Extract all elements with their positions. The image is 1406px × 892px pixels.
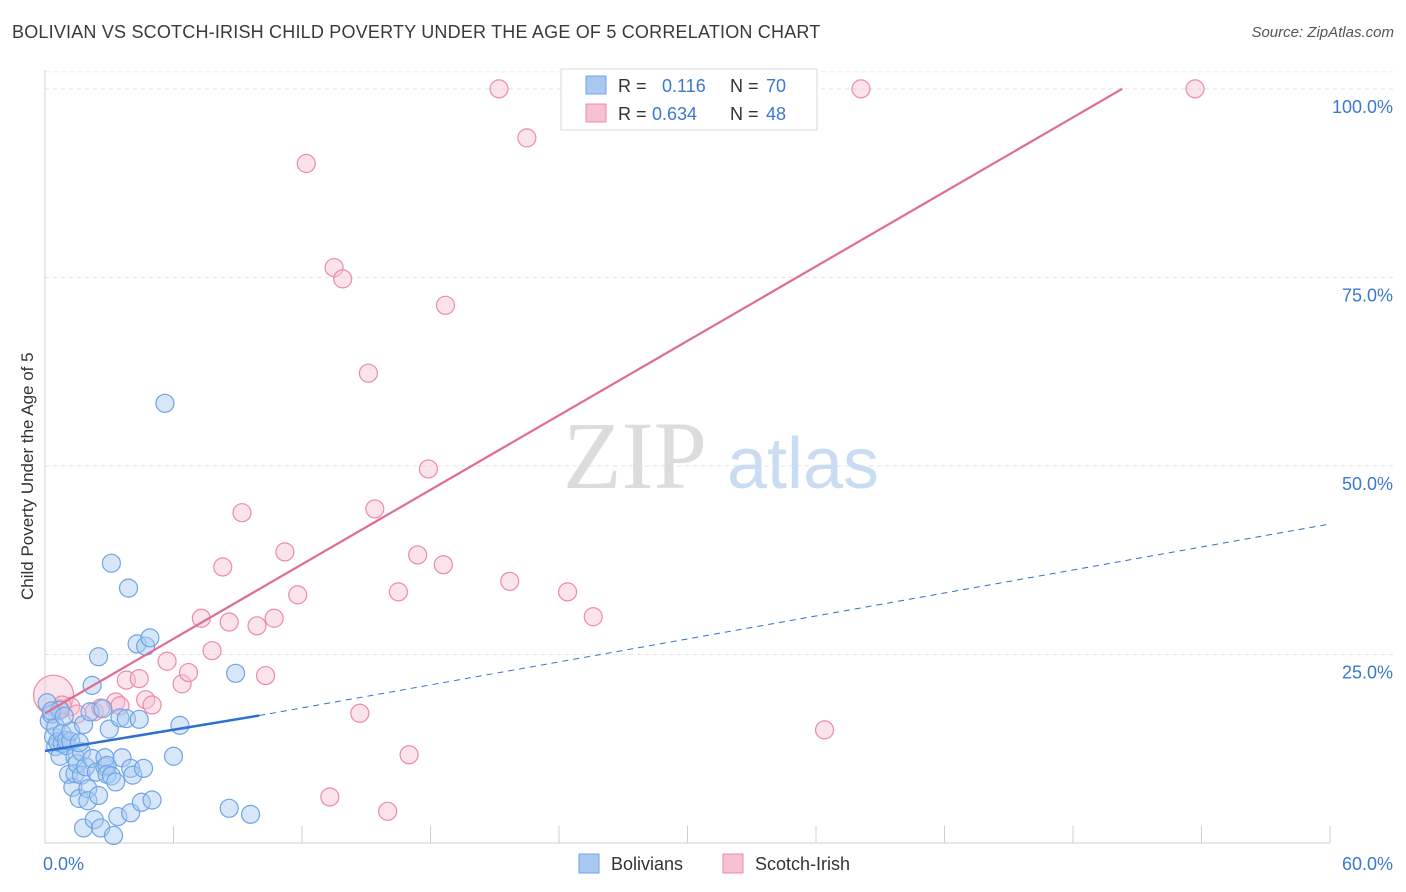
bolivian-point xyxy=(95,748,115,768)
scotch-irish-point xyxy=(213,557,233,577)
bottom-legend-label-scotch-irish: Scotch-Irish xyxy=(755,854,850,874)
watermark: ZIP atlas xyxy=(563,402,879,509)
scotch-irish-point xyxy=(435,295,456,315)
scotch-irish-point xyxy=(517,128,537,148)
bottom-legend-swatch-scotch-irish xyxy=(722,853,744,874)
bolivian-point xyxy=(88,785,109,806)
scotch-irish-point xyxy=(350,703,370,723)
scotch-irish-point xyxy=(388,582,408,602)
bolivian-point xyxy=(118,578,139,598)
bolivian-trend-line xyxy=(44,714,260,753)
bolivian-point xyxy=(140,628,160,648)
bolivian-point xyxy=(123,765,143,785)
bolivian-point xyxy=(241,804,261,824)
bolivian-point xyxy=(93,699,113,719)
series-legend: Bolivians Scotch-Irish xyxy=(578,853,850,874)
bolivian-point xyxy=(155,393,175,413)
bolivian-point xyxy=(142,790,162,810)
scotch-irish-point xyxy=(399,745,419,765)
scotch-irish-point xyxy=(1185,79,1205,99)
y-tick-label: 50.0% xyxy=(1342,474,1393,494)
legend-n-label-1: N = xyxy=(730,76,759,96)
scotch-irish-point xyxy=(851,79,871,99)
legend-n-label-2: N = xyxy=(730,104,759,124)
scotch-irish-point xyxy=(814,720,835,740)
legend-swatch-bolivians xyxy=(585,75,607,95)
x-ticks xyxy=(173,826,1331,843)
scotch-irish-point xyxy=(489,79,509,99)
y-tick-labels: 25.0% 50.0% 75.0% 100.0% xyxy=(1332,97,1393,683)
trend-lines xyxy=(44,87,1331,753)
legend-r-label-1: R = xyxy=(618,76,647,96)
scotch-irish-point xyxy=(172,674,192,694)
x-tick-label-min: 0.0% xyxy=(43,854,84,874)
scotch-irish-point xyxy=(500,571,520,591)
bolivian-point xyxy=(88,647,109,667)
watermark-zip: ZIP xyxy=(563,402,707,509)
bottom-legend-label-bolivians: Bolivians xyxy=(611,854,683,874)
scotch-irish-point xyxy=(333,269,353,289)
bolivian-point xyxy=(101,553,121,573)
scotch-irish-point xyxy=(378,801,398,821)
scotch-irish-point xyxy=(219,612,239,632)
scotch-irish-point xyxy=(178,662,199,683)
legend-r-value-2: 0.634 xyxy=(652,104,697,124)
y-tick-label: 25.0% xyxy=(1342,662,1393,682)
scotch-irish-point xyxy=(288,585,308,605)
bolivian-point xyxy=(65,747,85,767)
bolivian-point xyxy=(78,791,98,811)
correlation-legend: R = 0.116 N = 70 R = 0.634 N = 48 xyxy=(560,68,818,131)
bottom-legend-swatch-bolivians xyxy=(578,853,600,874)
chart-title: BOLIVIAN VS SCOTCH-IRISH CHILD POVERTY U… xyxy=(12,22,821,42)
source-label: Source: ZipAtlas.com xyxy=(1251,24,1394,41)
y-tick-label: 75.0% xyxy=(1342,285,1393,305)
bolivian-point xyxy=(219,798,239,818)
scotch-irish-point xyxy=(275,542,295,562)
bolivian-point xyxy=(54,706,74,726)
bolivian-point xyxy=(226,663,246,683)
scotch-irish-point xyxy=(557,582,578,602)
scotch-irish-point xyxy=(247,616,267,636)
legend-r-label-2: R = xyxy=(618,104,647,124)
scotch-irish-point xyxy=(129,668,149,689)
watermark-atlas: atlas xyxy=(727,424,879,504)
legend-swatch-scotch-irish xyxy=(585,103,607,123)
scotch-irish-point xyxy=(320,787,340,807)
scotch-irish-point xyxy=(157,651,177,671)
scotch-irish-point xyxy=(433,555,453,575)
scotch-irish-trend-line xyxy=(44,87,1123,715)
scotch-irish-point xyxy=(408,545,428,565)
bolivian-point xyxy=(103,825,124,846)
legend-r-value-1: 0.116 xyxy=(662,76,706,96)
bolivian-point xyxy=(133,758,154,778)
scotch-irish-point xyxy=(358,363,378,383)
bolivian-point xyxy=(108,807,128,827)
scotch-irish-point xyxy=(232,503,252,523)
scotch-irish-point xyxy=(202,641,222,661)
bolivian-point xyxy=(129,709,149,729)
scotch-irish-point xyxy=(418,459,438,479)
scotch-irish-point xyxy=(136,690,156,710)
scotch-irish-point xyxy=(142,695,162,715)
scotch-irish-point xyxy=(296,153,316,174)
bolivian-point xyxy=(69,733,89,753)
bolivian-point xyxy=(170,715,190,735)
bolivian-trend-extension xyxy=(259,523,1331,717)
grid-lines xyxy=(45,71,1393,655)
y-tick-label: 100.0% xyxy=(1332,97,1393,117)
scotch-irish-points xyxy=(32,79,1205,821)
legend-n-value-1: 70 xyxy=(766,76,786,96)
scotch-irish-point xyxy=(264,608,284,628)
bolivian-point xyxy=(106,772,126,792)
scotch-irish-point xyxy=(255,665,276,686)
bolivian-point xyxy=(110,708,130,728)
scotch-irish-point xyxy=(583,607,603,627)
scotch-irish-point xyxy=(365,499,385,519)
legend-n-value-2: 48 xyxy=(766,104,786,124)
bolivian-point xyxy=(163,746,184,766)
x-tick-label-max: 60.0% xyxy=(1342,854,1393,874)
